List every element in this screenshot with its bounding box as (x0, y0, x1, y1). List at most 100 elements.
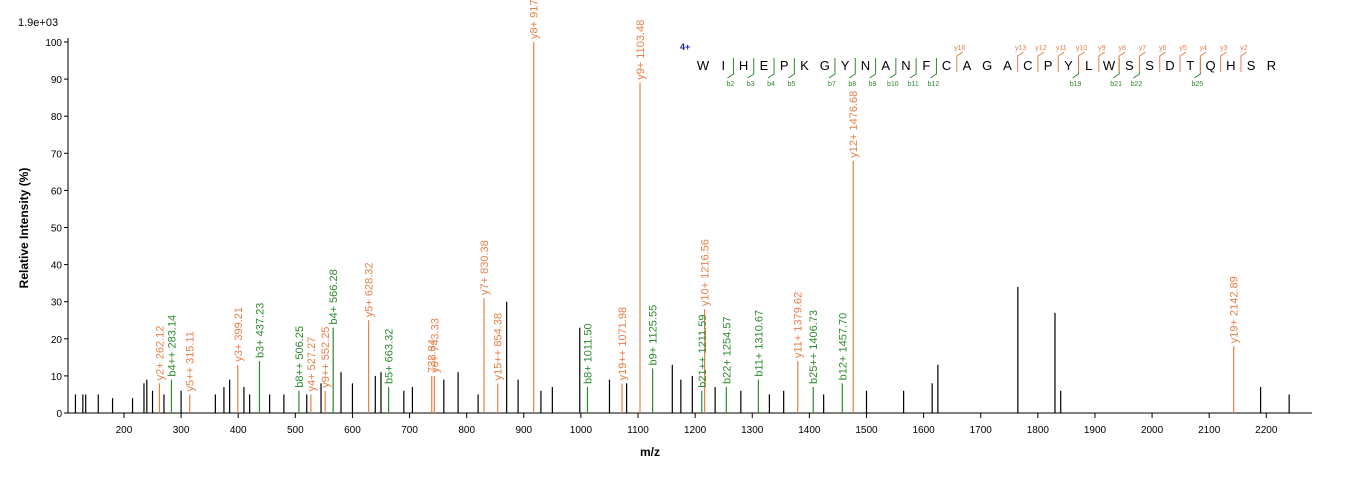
b-bracket (889, 58, 897, 79)
peak-label: b9+ 1125.55 (648, 305, 660, 366)
peak-label: b25++ 1406.73 (808, 310, 820, 384)
b-ion: b11 (908, 81, 919, 88)
b-ion: b3 (747, 81, 755, 88)
y-ion: y5 (1179, 45, 1187, 52)
y-tick-label: 10 (51, 372, 63, 383)
peak-label: b22+ 1254.57 (721, 316, 733, 384)
peak-label: b8+ 1011.50 (582, 323, 594, 384)
residue: W (697, 58, 710, 73)
b-ion: b4 (767, 81, 775, 88)
y-ion: y13 (1015, 45, 1026, 52)
b-bracket (869, 58, 877, 79)
y-bracket (1138, 51, 1146, 72)
peak-label: y5+ 628.32 (364, 263, 376, 318)
peak-label: b3+ 437.23 (254, 303, 266, 358)
x-tick-label: 2100 (1198, 425, 1221, 436)
residue: K (800, 58, 809, 73)
residue: F (922, 58, 930, 73)
residue: Q (1205, 58, 1215, 73)
residue: A (1003, 58, 1012, 73)
residue: P (780, 58, 789, 73)
b-ion: b2 (727, 81, 735, 88)
y-bracket (1159, 51, 1167, 72)
charge: 4+ (680, 42, 690, 52)
y-ion: y10 (1076, 45, 1087, 52)
peak-label: y4+ 527.27 (306, 337, 318, 392)
y-bracket (1199, 51, 1207, 72)
residue: S (1247, 58, 1256, 73)
x-tick-label: 1400 (798, 425, 821, 436)
x-tick-label: 1200 (684, 425, 707, 436)
y-bracket (1118, 51, 1126, 72)
residue: S (1125, 58, 1134, 73)
peak-label: y7+ 830.38 (479, 240, 491, 295)
b-ion: b9 (869, 81, 877, 88)
y-ion: y7 (1139, 45, 1147, 52)
y-bracket (1017, 51, 1024, 72)
residue: G (820, 58, 830, 73)
peak-label: y9+ 1103.48 (635, 20, 647, 80)
b-ion: b22 (1131, 81, 1143, 88)
b-ion: b19 (1070, 81, 1082, 88)
b-bracket (1194, 58, 1201, 79)
x-tick-label: 1500 (855, 425, 878, 436)
x-axis-label: m/z (640, 445, 660, 459)
y-tick-label: 50 (51, 224, 63, 235)
residue: R (1267, 58, 1276, 73)
peak-label: y9++ 552.25 (320, 327, 332, 388)
b-ion: b12 (928, 81, 940, 88)
y-ion: y4 (1200, 45, 1208, 52)
y-bracket (956, 51, 964, 72)
peak-label: b5+ 663.32 (384, 329, 396, 384)
b-bracket (828, 58, 836, 79)
y-ion: y2 (1240, 45, 1248, 52)
residue: E (760, 58, 769, 73)
y-tick-label: 40 (51, 261, 63, 272)
residue: Y (841, 58, 850, 73)
b-ion: b5 (787, 81, 795, 88)
residue: N (901, 58, 910, 73)
y-ion: y12 (1035, 45, 1046, 52)
residue: H (739, 58, 748, 73)
b-ion: b8 (848, 81, 856, 88)
peak-label: b4+ 566.28 (328, 269, 340, 324)
b-bracket (747, 58, 755, 79)
x-tick-label: 2200 (1255, 425, 1278, 436)
residue: G (982, 58, 992, 73)
y-ion: y9 (1098, 45, 1106, 52)
peak-label: y12+ 1476.68 (848, 91, 860, 158)
y-ion: y8 (1118, 45, 1126, 52)
y-tick-label: 30 (51, 298, 63, 309)
x-tick-label: 700 (401, 425, 418, 436)
y-bracket (1037, 51, 1045, 72)
residue: A (881, 58, 890, 73)
residue: A (963, 58, 972, 73)
y-ion: y3 (1220, 45, 1228, 52)
residue: P (1044, 58, 1053, 73)
x-tick-label: 1300 (741, 425, 764, 436)
peak-label: b8++ 506.25 (294, 326, 306, 388)
residue: N (861, 58, 870, 73)
y-bracket (1078, 51, 1085, 72)
y-tick-label: 20 (51, 335, 63, 346)
b-ion: b25 (1192, 81, 1204, 88)
y-bracket (1240, 51, 1248, 72)
y-ion: y16 (954, 45, 965, 52)
x-tick-label: 1600 (912, 425, 935, 436)
b-bracket (1133, 58, 1140, 79)
peak-label: y2+ 262.12 (154, 326, 166, 381)
x-tick-label: 500 (287, 425, 304, 436)
y-tick-label: 80 (51, 112, 63, 123)
peak-label: y11+ 1379.62 (793, 292, 805, 358)
x-tick-label: 1100 (627, 425, 649, 436)
residue: S (1145, 58, 1154, 73)
peak-label: y6+ 743.33 (429, 318, 441, 373)
y-axis-label: Relative Intensity (%) (17, 168, 31, 289)
y-ion: y11 (1056, 45, 1067, 52)
residue: I (721, 58, 725, 73)
y-tick-label: 0 (56, 409, 62, 420)
b-bracket (909, 58, 917, 79)
b-bracket (767, 58, 775, 79)
peak-label: y3+ 399.21 (233, 307, 245, 362)
